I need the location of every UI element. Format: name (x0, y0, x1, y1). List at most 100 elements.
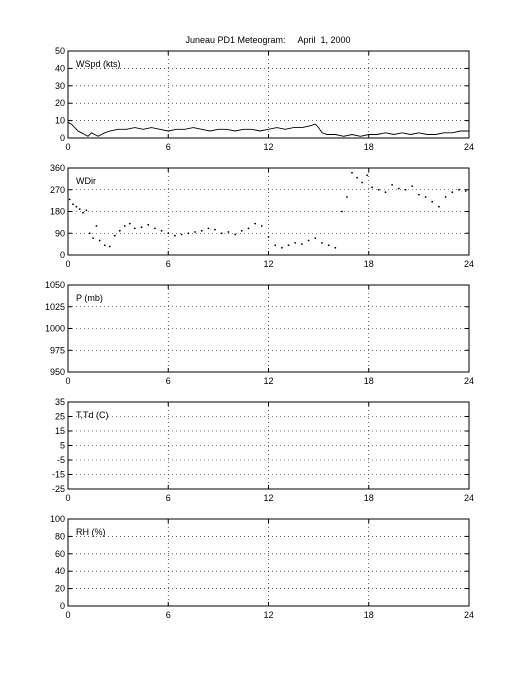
panel-1: 0 10 20 30 40 50 0 6 12 18 24 WSpd (kts) (55, 46, 474, 152)
panel-5: 0 20 40 60 80 100 0 6 12 18 24 RH (%) (50, 514, 474, 620)
y-tick-label: -15 (52, 470, 65, 480)
y-tick-label: 10 (55, 116, 65, 126)
x-tick-label: 18 (364, 493, 374, 503)
data-point (180, 233, 183, 236)
y-tick-label: 360 (50, 163, 65, 173)
data-point (95, 225, 98, 227)
y-tick-label: 1025 (45, 302, 65, 312)
data-point (240, 229, 243, 232)
data-point (384, 191, 387, 194)
data-point (200, 229, 203, 232)
data-point (123, 225, 126, 227)
panel-label: WDir (76, 176, 96, 186)
data-point (307, 239, 310, 242)
x-tick-label: 24 (464, 610, 474, 620)
panel-label: P (mb) (76, 293, 103, 303)
x-tick-label: 6 (166, 376, 171, 386)
y-tick-label: 20 (55, 98, 65, 108)
y-tick-label: 270 (50, 185, 65, 195)
data-point (194, 231, 196, 233)
x-tick-label: 18 (364, 142, 374, 152)
x-tick-label: 24 (464, 376, 474, 386)
y-tick-label: 40 (55, 566, 65, 576)
x-tick-label: 6 (166, 142, 171, 152)
data-point (361, 181, 363, 184)
data-point (247, 227, 250, 230)
y-tick-label: 80 (55, 531, 65, 541)
data-point (85, 209, 88, 212)
y-tick-label: 0 (60, 250, 65, 260)
data-point (220, 232, 223, 235)
data-point (227, 231, 230, 233)
data-point (411, 185, 414, 188)
y-tick-label: 0 (60, 133, 65, 143)
data-point (260, 225, 263, 227)
x-tick-label: 0 (65, 610, 70, 620)
data-point (334, 246, 337, 249)
y-tick-label: 30 (55, 81, 65, 91)
data-point (366, 174, 368, 177)
data-point (147, 223, 150, 226)
x-tick-label: 12 (263, 610, 273, 620)
x-tick-label: 18 (364, 610, 374, 620)
data-point (72, 203, 74, 206)
panel-3: 950 975 1000 1025 1050 0 6 12 18 24 P (mb) (45, 280, 474, 386)
x-tick-label: 24 (464, 493, 474, 503)
data-point (431, 200, 434, 203)
data-point (88, 232, 91, 235)
data-point (438, 205, 440, 208)
x-tick-label: 0 (65, 259, 70, 269)
data-point (424, 196, 427, 198)
data-point (294, 242, 297, 244)
y-tick-label: 1000 (45, 324, 65, 334)
x-tick-label: 24 (464, 259, 474, 269)
data-point (187, 232, 190, 235)
data-point (167, 232, 170, 235)
y-tick-label: 20 (55, 584, 65, 594)
y-tick-label: 950 (50, 367, 65, 377)
x-tick-label: 6 (166, 610, 171, 620)
data-point (160, 229, 163, 232)
x-tick-label: 0 (65, 142, 70, 152)
data-point (108, 245, 111, 248)
data-point (133, 227, 136, 230)
data-point (418, 193, 420, 196)
data-point (458, 188, 460, 191)
y-tick-label: 180 (50, 207, 65, 217)
data-point (346, 196, 348, 198)
y-tick-label: 90 (55, 228, 65, 238)
data-point (397, 187, 400, 190)
panel-2: 0 90 180 270 360 0 6 12 18 24 WDir (50, 163, 474, 269)
x-tick-label: 6 (166, 259, 171, 269)
data-point (356, 176, 358, 179)
y-tick-label: 1050 (45, 280, 65, 290)
panel-4: -25 -15 -5 5 15 25 35 0 6 12 18 24 T,Td (C) (52, 397, 474, 503)
panel-label: WSpd (kts) (76, 59, 121, 69)
data-point (444, 196, 447, 198)
data-point (281, 246, 283, 249)
x-tick-label: 12 (263, 376, 273, 386)
data-point (82, 211, 84, 214)
x-tick-label: 24 (464, 142, 474, 152)
axes-box (67, 518, 470, 607)
data-point (321, 242, 323, 244)
data-point (140, 226, 143, 229)
x-tick-label: 0 (65, 493, 70, 503)
y-tick-label: -25 (52, 484, 65, 494)
x-tick-label: 18 (364, 259, 374, 269)
y-tick-label: 50 (55, 46, 65, 56)
y-tick-label: 5 (60, 441, 65, 451)
data-point (234, 233, 237, 236)
y-tick-label: 0 (60, 601, 65, 611)
figure-title: Juneau PD1 Meteogram: April 1, 2000 (185, 35, 350, 45)
data-point (92, 237, 94, 240)
y-tick-label: 60 (55, 549, 65, 559)
x-tick-label: 18 (364, 376, 374, 386)
data-point (267, 236, 270, 238)
data-point (391, 184, 393, 186)
data-point (154, 227, 156, 230)
x-tick-label: 12 (263, 493, 273, 503)
